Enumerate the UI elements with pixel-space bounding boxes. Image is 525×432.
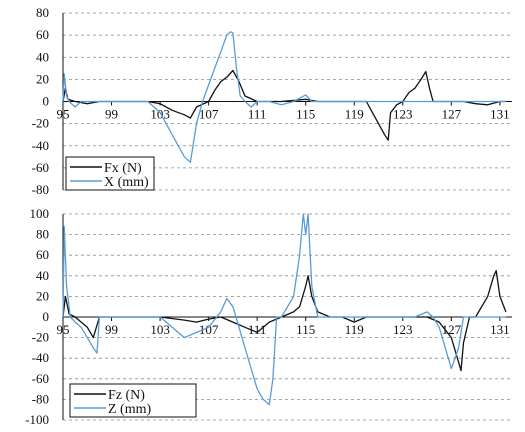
legend-label-0: Fx (N)	[104, 161, 142, 176]
top-chart-panel: 80 60 40 20 0 -20 -40 -60 -80 95 99 103 107 111 115 119…	[32, 5, 512, 197]
x-tick-label: 95	[57, 322, 70, 337]
x-tick-label: 123	[393, 322, 413, 337]
y-tick-label: 0	[43, 309, 50, 324]
x-tick-label: 107	[199, 107, 219, 122]
y-tick-label: -20	[32, 330, 49, 345]
legend-box	[65, 156, 155, 191]
y-tick-label: 60	[36, 27, 49, 42]
x-tick-label: 115	[296, 322, 315, 337]
y-tick-label: 20	[36, 288, 49, 303]
series-line-0	[62, 69, 506, 141]
x-tick-label: 131	[490, 322, 510, 337]
x-tick-label: 103	[150, 107, 170, 122]
legend-label-1: X (mm)	[104, 175, 149, 190]
series-line-1	[62, 31, 506, 163]
x-tick-label: 99	[105, 107, 118, 122]
y-tick-label: -80	[32, 391, 49, 406]
y-tick-label: 40	[36, 268, 49, 283]
y-tick-label: 0	[43, 94, 50, 109]
x-tick-label: 127	[442, 107, 462, 122]
x-tick-label: 131	[490, 107, 510, 122]
y-tick-label: 20	[36, 71, 49, 86]
y-tick-label: -60	[32, 371, 49, 386]
y-tick-label: -100	[25, 412, 49, 427]
x-tick-label: 115	[296, 107, 315, 122]
y-tick-label: 80	[36, 5, 49, 20]
x-tick-label: 119	[345, 107, 364, 122]
y-tick-label: 100	[30, 206, 50, 221]
legend-label-0: Fz (N)	[108, 388, 145, 403]
bottom-chart-panel: 100 80 60 40 20 0 -20 -40 -60 -80 -100 95 99 103 107 11…	[25, 206, 512, 427]
legend-label-1: Z (mm)	[108, 402, 151, 417]
y-tick-label: 60	[36, 247, 49, 262]
x-tick-label: 119	[345, 322, 364, 337]
x-tick-label: 99	[105, 322, 118, 337]
x-tick-label: 95	[57, 107, 70, 122]
y-tick-label: -80	[32, 182, 49, 197]
x-tick-label: 111	[248, 107, 267, 122]
y-tick-label: -40	[32, 350, 49, 365]
x-tick-label: 127	[442, 322, 462, 337]
x-tick-label: 111	[248, 322, 267, 337]
y-tick-label: -20	[32, 116, 49, 131]
legend-box	[69, 383, 197, 418]
y-tick-label: -60	[32, 160, 49, 175]
y-tick-label: 80	[36, 227, 49, 242]
series-line-0	[62, 269, 507, 372]
series-line-1	[62, 213, 506, 406]
y-tick-label: 40	[36, 49, 49, 64]
x-tick-label: 103	[150, 322, 170, 337]
x-tick-label: 123	[393, 107, 413, 122]
x-tick-label: 107	[199, 322, 219, 337]
y-tick-label: -40	[32, 138, 49, 153]
